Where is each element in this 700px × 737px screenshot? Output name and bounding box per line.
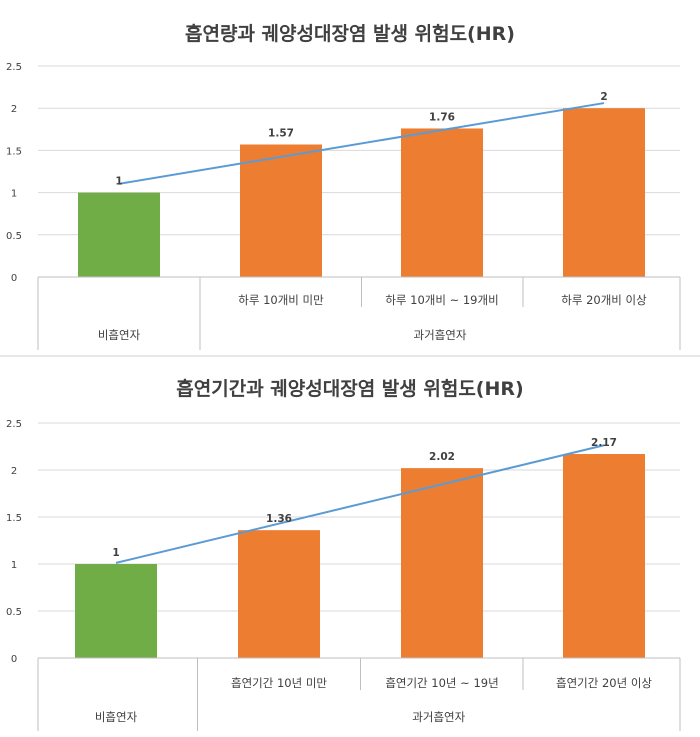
data-label: 1.57	[268, 127, 294, 139]
data-label: 1.76	[429, 111, 455, 123]
y-tick-label: 1.5	[6, 146, 22, 157]
bar	[563, 108, 645, 277]
data-label: 1	[112, 547, 119, 559]
chart-1-title: 흡연량과 궤양성대장염 발생 위험도(HR)	[185, 22, 515, 45]
category-label: 하루 20개비 이상	[561, 293, 647, 307]
data-label: 1.36	[266, 513, 292, 525]
chart-2-title: 흡연기간과 궤양성대장염 발생 위험도(HR)	[176, 377, 523, 400]
group-label-never-smoker: 비흡연자	[95, 710, 138, 724]
bar	[563, 454, 645, 658]
trendline	[118, 102, 605, 185]
category-label: 흡연기간 10년 ~ 19년	[385, 676, 498, 690]
bar	[401, 468, 483, 658]
group-label-former-smoker: 과거흡연자	[414, 328, 467, 342]
data-label: 2.02	[429, 451, 455, 463]
y-tick-label: 1	[11, 560, 17, 571]
bar	[401, 128, 483, 277]
bar	[75, 564, 157, 658]
y-tick-label: 0.5	[6, 231, 22, 242]
bar	[78, 192, 160, 277]
category-label: 하루 10개비 미만	[238, 293, 324, 307]
bar	[240, 144, 322, 277]
data-label: 2	[600, 91, 607, 103]
category-label: 흡연기간 10년 미만	[231, 676, 327, 690]
y-tick-label: 0	[11, 654, 17, 665]
group-label-former-smoker: 과거흡연자	[412, 710, 465, 724]
smoking-amount-chart: 흡연량과 궤양성대장염 발생 위험도(HR) 1 1.57 1.76 2 0 0.5 1 1…	[6, 22, 681, 350]
y-tick-label: 2	[11, 104, 17, 115]
y-tick-label: 2.5	[6, 62, 22, 73]
data-label: 2.17	[591, 437, 617, 449]
group-label-never-smoker: 비흡연자	[98, 328, 141, 342]
y-tick-label: 0.5	[6, 607, 22, 618]
category-label: 하루 10개비 ~ 19개비	[385, 293, 498, 307]
trendline	[115, 444, 605, 564]
y-tick-label: 0	[11, 273, 17, 284]
bar	[238, 530, 320, 658]
y-tick-label: 2.5	[6, 419, 22, 430]
y-tick-label: 1.5	[6, 513, 22, 524]
y-tick-label: 2	[11, 466, 17, 477]
y-tick-label: 1	[11, 189, 17, 200]
data-label: 1	[115, 176, 122, 188]
smoking-duration-chart: 흡연기간과 궤양성대장염 발생 위험도(HR) 1 1.36 2.02 2.17 0 0…	[6, 377, 681, 731]
category-label: 흡연기간 20년 이상	[556, 676, 652, 690]
